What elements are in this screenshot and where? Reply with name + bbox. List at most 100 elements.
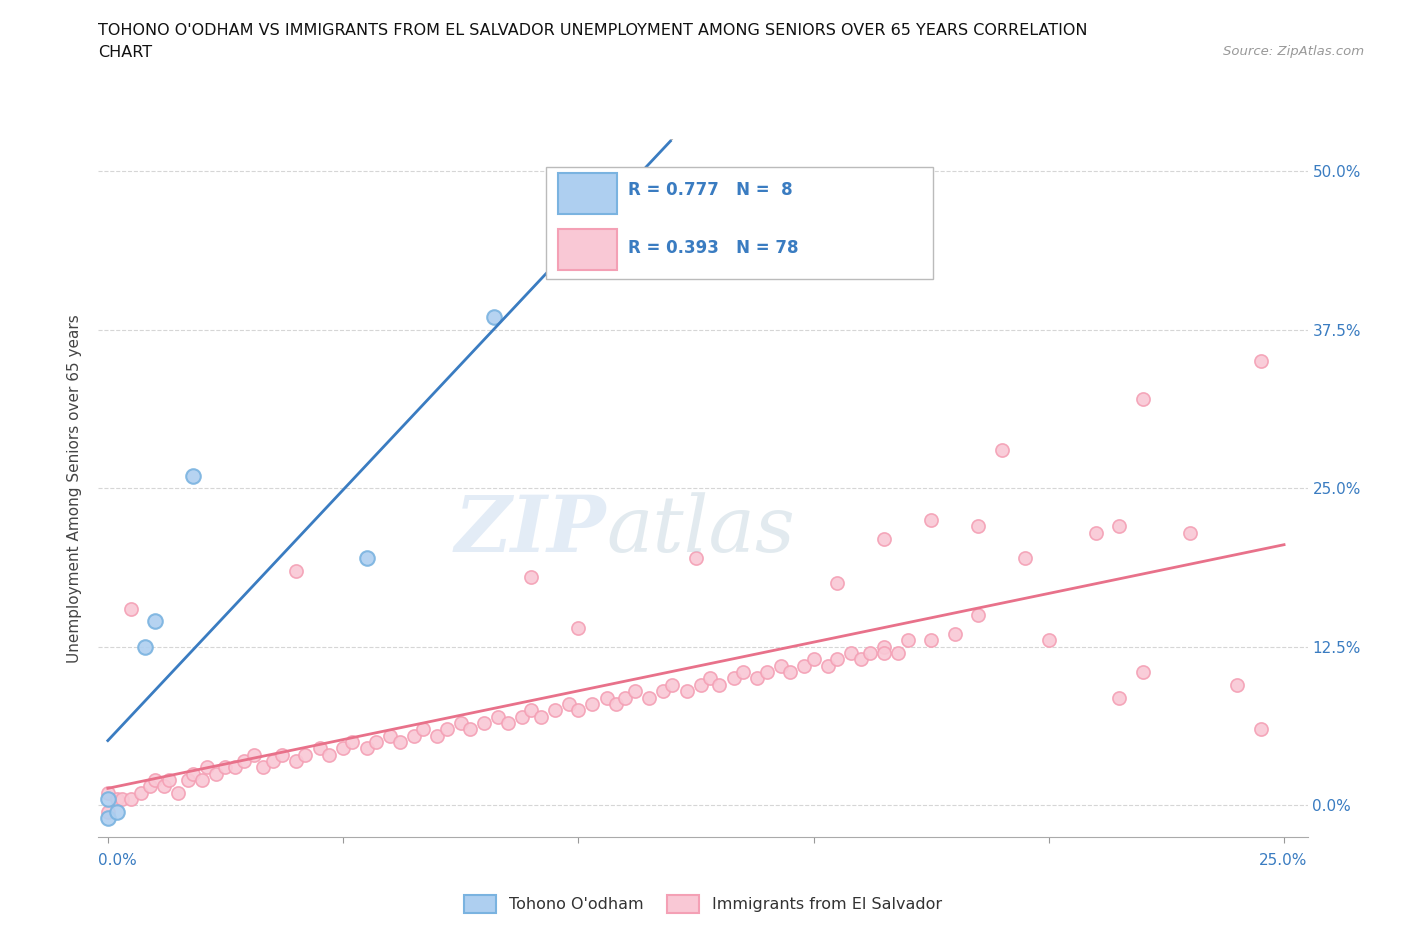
Point [849, 652, 872, 667]
Point [873, 645, 896, 660]
Point [97, 804, 120, 819]
Point [897, 633, 920, 648]
Point [472, 715, 495, 730]
Point [825, 576, 848, 591]
Point [803, 652, 825, 667]
Point [177, 773, 200, 788]
Point [332, 741, 354, 756]
Point [97, 791, 120, 806]
Point [530, 709, 553, 724]
Point [779, 665, 801, 680]
Point [1226, 677, 1249, 692]
Text: atlas: atlas [606, 492, 794, 568]
Text: CHART: CHART [98, 45, 152, 60]
Point [793, 658, 815, 673]
Point [308, 741, 330, 756]
Point [436, 722, 458, 737]
Point [731, 665, 754, 680]
Point [134, 639, 156, 654]
Point [285, 564, 308, 578]
Point [605, 697, 627, 711]
Point [567, 620, 589, 635]
Point [1178, 525, 1201, 540]
Point [426, 728, 449, 743]
Point [402, 728, 425, 743]
Point [342, 735, 364, 750]
Point [205, 766, 228, 781]
Point [1038, 633, 1060, 648]
Point [450, 715, 472, 730]
Point [318, 747, 340, 762]
Y-axis label: Unemployment Among Seniors over 65 years: Unemployment Among Seniors over 65 years [67, 314, 83, 662]
Point [709, 677, 731, 692]
FancyBboxPatch shape [546, 167, 932, 279]
Point [388, 735, 411, 750]
Point [623, 684, 645, 698]
Point [120, 791, 142, 806]
Point [825, 652, 848, 667]
Point [105, 804, 128, 819]
FancyBboxPatch shape [558, 173, 617, 214]
Point [652, 684, 675, 698]
Point [614, 690, 637, 705]
Point [271, 747, 294, 762]
Point [105, 791, 128, 806]
Point [675, 684, 697, 698]
Point [181, 766, 204, 781]
Point [262, 753, 284, 768]
Point [214, 760, 236, 775]
Text: R = 0.777   N =  8: R = 0.777 N = 8 [628, 181, 793, 199]
Point [195, 760, 218, 775]
Point [294, 747, 316, 762]
Point [817, 658, 839, 673]
Point [139, 778, 162, 793]
Point [967, 607, 990, 622]
Point [1108, 690, 1130, 705]
Point [943, 627, 966, 642]
Point [1250, 354, 1272, 369]
Point [181, 468, 204, 483]
Point [755, 665, 778, 680]
Point [120, 602, 142, 617]
Point [285, 753, 308, 768]
Point [496, 715, 519, 730]
Point [661, 677, 683, 692]
Point [520, 703, 543, 718]
Point [157, 773, 180, 788]
Point [143, 773, 166, 788]
Point [689, 677, 711, 692]
Point [544, 703, 567, 718]
Text: Source: ZipAtlas.com: Source: ZipAtlas.com [1223, 45, 1364, 58]
Point [567, 703, 589, 718]
Point [153, 778, 176, 793]
Point [887, 645, 910, 660]
Point [1132, 392, 1154, 407]
Point [1250, 722, 1272, 737]
Point [356, 551, 378, 565]
Point [242, 747, 264, 762]
Point [520, 569, 543, 584]
Point [356, 741, 378, 756]
Point [364, 735, 387, 750]
Point [873, 532, 896, 547]
Point [581, 697, 603, 711]
Point [167, 785, 190, 800]
Point [638, 690, 661, 705]
Legend: Tohono O'odham, Immigrants from El Salvador: Tohono O'odham, Immigrants from El Salva… [457, 888, 949, 920]
Point [920, 633, 942, 648]
Point [412, 722, 434, 737]
Point [745, 671, 768, 686]
Point [1132, 665, 1154, 680]
Point [143, 614, 166, 629]
Point [482, 310, 505, 325]
Point [111, 791, 134, 806]
Point [224, 760, 246, 775]
Point [839, 645, 862, 660]
Point [699, 671, 721, 686]
FancyBboxPatch shape [558, 229, 617, 270]
Point [191, 773, 214, 788]
Point [1014, 551, 1036, 565]
Point [129, 785, 152, 800]
Point [252, 760, 274, 775]
Point [97, 785, 120, 800]
